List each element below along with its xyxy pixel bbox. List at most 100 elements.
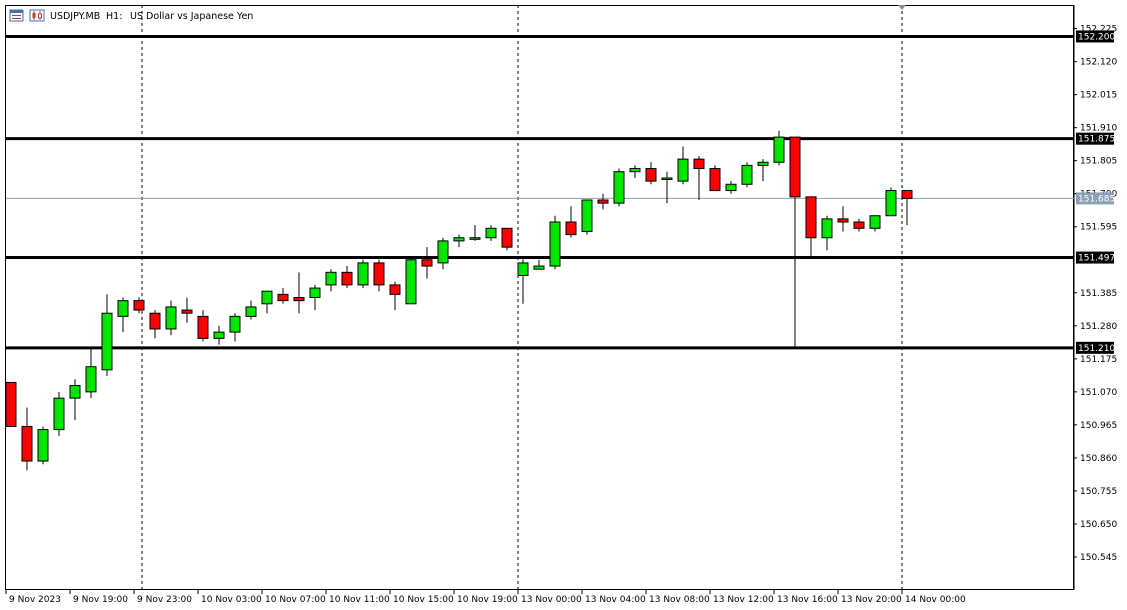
chart-symbol: USDJPY.MB — [50, 11, 100, 22]
horizontal-levels[interactable] — [6, 34, 1074, 350]
candle — [149, 310, 161, 339]
candle — [677, 146, 689, 185]
bear-candle-body — [5, 381, 17, 427]
candle — [517, 256, 529, 304]
bull-candle-body — [213, 331, 225, 339]
candle — [229, 313, 241, 342]
bull-candle-body — [581, 199, 593, 232]
candle — [565, 206, 577, 238]
price-tick-label: 150.755 — [1080, 487, 1117, 497]
price-tick-label: 152.015 — [1080, 91, 1117, 101]
candle — [885, 187, 897, 217]
bull-candle-body — [517, 262, 529, 276]
time-tick-label: 14 Nov 00:00 — [905, 595, 966, 605]
bear-candle-body — [837, 218, 849, 223]
candle — [469, 225, 481, 241]
bull-candle-body — [437, 240, 449, 264]
candle — [725, 181, 737, 194]
level-label-box — [1076, 341, 1114, 354]
bull-candle-body — [677, 158, 689, 182]
level-price-label: 151.497 — [1078, 254, 1115, 264]
candle — [805, 196, 817, 257]
bear-candle-body — [853, 221, 865, 229]
bull-candle-body — [325, 271, 337, 286]
bull-candle-body — [309, 287, 321, 298]
bear-candle-body — [709, 168, 721, 192]
candle — [341, 266, 353, 289]
bull-candle-body — [869, 215, 881, 229]
price-tick-label: 151.805 — [1080, 157, 1117, 167]
candles — [5, 130, 913, 471]
candle — [485, 225, 497, 241]
chart-timeframe: H1: — [106, 11, 122, 22]
price-tick-label: 151.385 — [1080, 289, 1117, 299]
candle — [357, 259, 369, 289]
level-price-label: 151.875 — [1078, 135, 1115, 145]
chart-header: USDJPY.MB H1: US Dollar vs Japanese Yen — [9, 9, 253, 22]
candle — [37, 426, 49, 465]
candle — [293, 272, 305, 314]
bull-candle-body — [165, 306, 177, 330]
candle — [789, 136, 801, 348]
candle — [53, 391, 65, 436]
candle — [661, 171, 673, 204]
candle — [501, 227, 513, 251]
candle — [645, 162, 657, 185]
time-tick-label: 13 Nov 08:00 — [649, 595, 710, 605]
price-tick-label: 150.545 — [1080, 553, 1117, 563]
candle — [597, 193, 609, 210]
candle — [101, 294, 113, 377]
bull-candle-body — [821, 218, 833, 239]
bull-candle-body — [245, 306, 257, 317]
candle — [421, 247, 433, 279]
level-label-box — [1076, 132, 1114, 145]
bear-candle-body — [197, 315, 209, 339]
candle — [309, 284, 321, 311]
time-tick-label: 10 Nov 11:00 — [329, 595, 390, 605]
price-tick-label: 151.280 — [1080, 322, 1117, 332]
time-tick-label: 10 Nov 19:00 — [457, 595, 518, 605]
candle — [277, 288, 289, 304]
price-tick-label: 150.965 — [1080, 421, 1117, 431]
bull-candle-body — [533, 265, 545, 270]
bull-candle-body — [773, 136, 785, 163]
bear-candle-body — [293, 297, 305, 302]
bull-candle-body — [85, 366, 97, 393]
time-tick-label: 10 Nov 03:00 — [201, 595, 262, 605]
price-tick-label: 152.225 — [1080, 25, 1117, 35]
bear-candle-body — [389, 284, 401, 295]
current-price-label-box — [1076, 192, 1114, 205]
candle — [629, 165, 641, 178]
time-tick-label: 10 Nov 15:00 — [393, 595, 454, 605]
shift-marker-icon[interactable] — [898, 5, 906, 10]
level-label-box — [1076, 251, 1114, 264]
candle — [197, 310, 209, 342]
candle — [213, 325, 225, 345]
candle — [261, 290, 273, 314]
candle-chart-icon[interactable] — [29, 9, 45, 22]
candle — [117, 297, 129, 333]
candle — [133, 297, 145, 314]
price-tick-label: 151.175 — [1080, 355, 1117, 365]
bear-candle-body — [565, 221, 577, 236]
candle — [773, 130, 785, 166]
candle — [869, 215, 881, 232]
bull-candle-body — [229, 315, 241, 333]
candle — [853, 218, 865, 232]
price-tick-label: 152.120 — [1080, 58, 1117, 68]
candle — [821, 215, 833, 251]
chart-menu-icon[interactable] — [9, 9, 24, 22]
bear-candle-body — [277, 293, 289, 302]
candle — [69, 379, 81, 421]
bull-candle-body — [725, 183, 737, 192]
level-label-box — [1076, 30, 1114, 43]
bull-candle-body — [485, 227, 497, 239]
candle — [901, 190, 913, 226]
candle — [373, 259, 385, 292]
price-tick-label: 150.650 — [1080, 520, 1117, 530]
time-tick-label: 9 Nov 2023 — [9, 595, 61, 605]
bear-candle-body — [597, 199, 609, 204]
candle — [325, 269, 337, 292]
candle — [693, 155, 705, 200]
